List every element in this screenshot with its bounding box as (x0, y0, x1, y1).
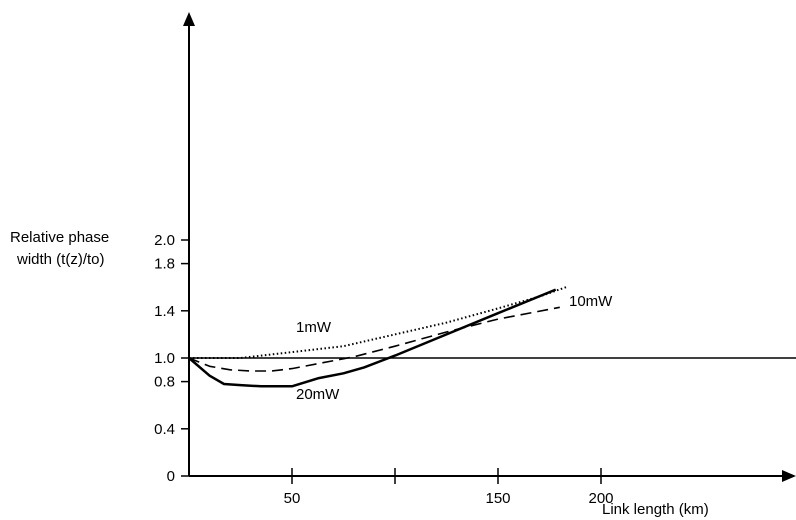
series-label-1mw: 1mW (296, 319, 332, 336)
y-ticks: 0 0.4 0.8 1.0 1.4 1.8 2.0 (154, 232, 189, 485)
y-tick-label: 1.0 (154, 350, 175, 367)
y-tick-label: 1.8 (154, 256, 175, 273)
y-axis-title-line-2: width (t(z)/to) (16, 251, 105, 268)
x-tick-label: 200 (588, 490, 613, 507)
x-tick-label: 150 (485, 490, 510, 507)
series-line-20mw (188, 288, 557, 388)
x-ticks: 50 150 200 (284, 468, 614, 507)
series-label-20mw: 20mW (296, 386, 340, 403)
x-tick-label: 50 (284, 490, 301, 507)
y-axis-title-line-1: Relative phase (10, 229, 109, 246)
series-label-10mw: 10mW (569, 293, 613, 310)
series-lines (188, 286, 567, 388)
y-tick-label: 1.4 (154, 303, 175, 320)
series-line-10mw (188, 306, 560, 372)
axes (183, 12, 796, 482)
y-tick-label: 0.8 (154, 374, 175, 391)
series-line-1mw (189, 286, 567, 359)
y-axis-arrowhead (183, 12, 195, 26)
y-tick-label: 0.4 (154, 421, 175, 438)
x-axis-arrowhead (782, 470, 796, 482)
x-axis-title: Link length (km) (602, 501, 709, 518)
y-tick-label: 2.0 (154, 232, 175, 249)
y-tick-label: 0 (167, 468, 175, 485)
